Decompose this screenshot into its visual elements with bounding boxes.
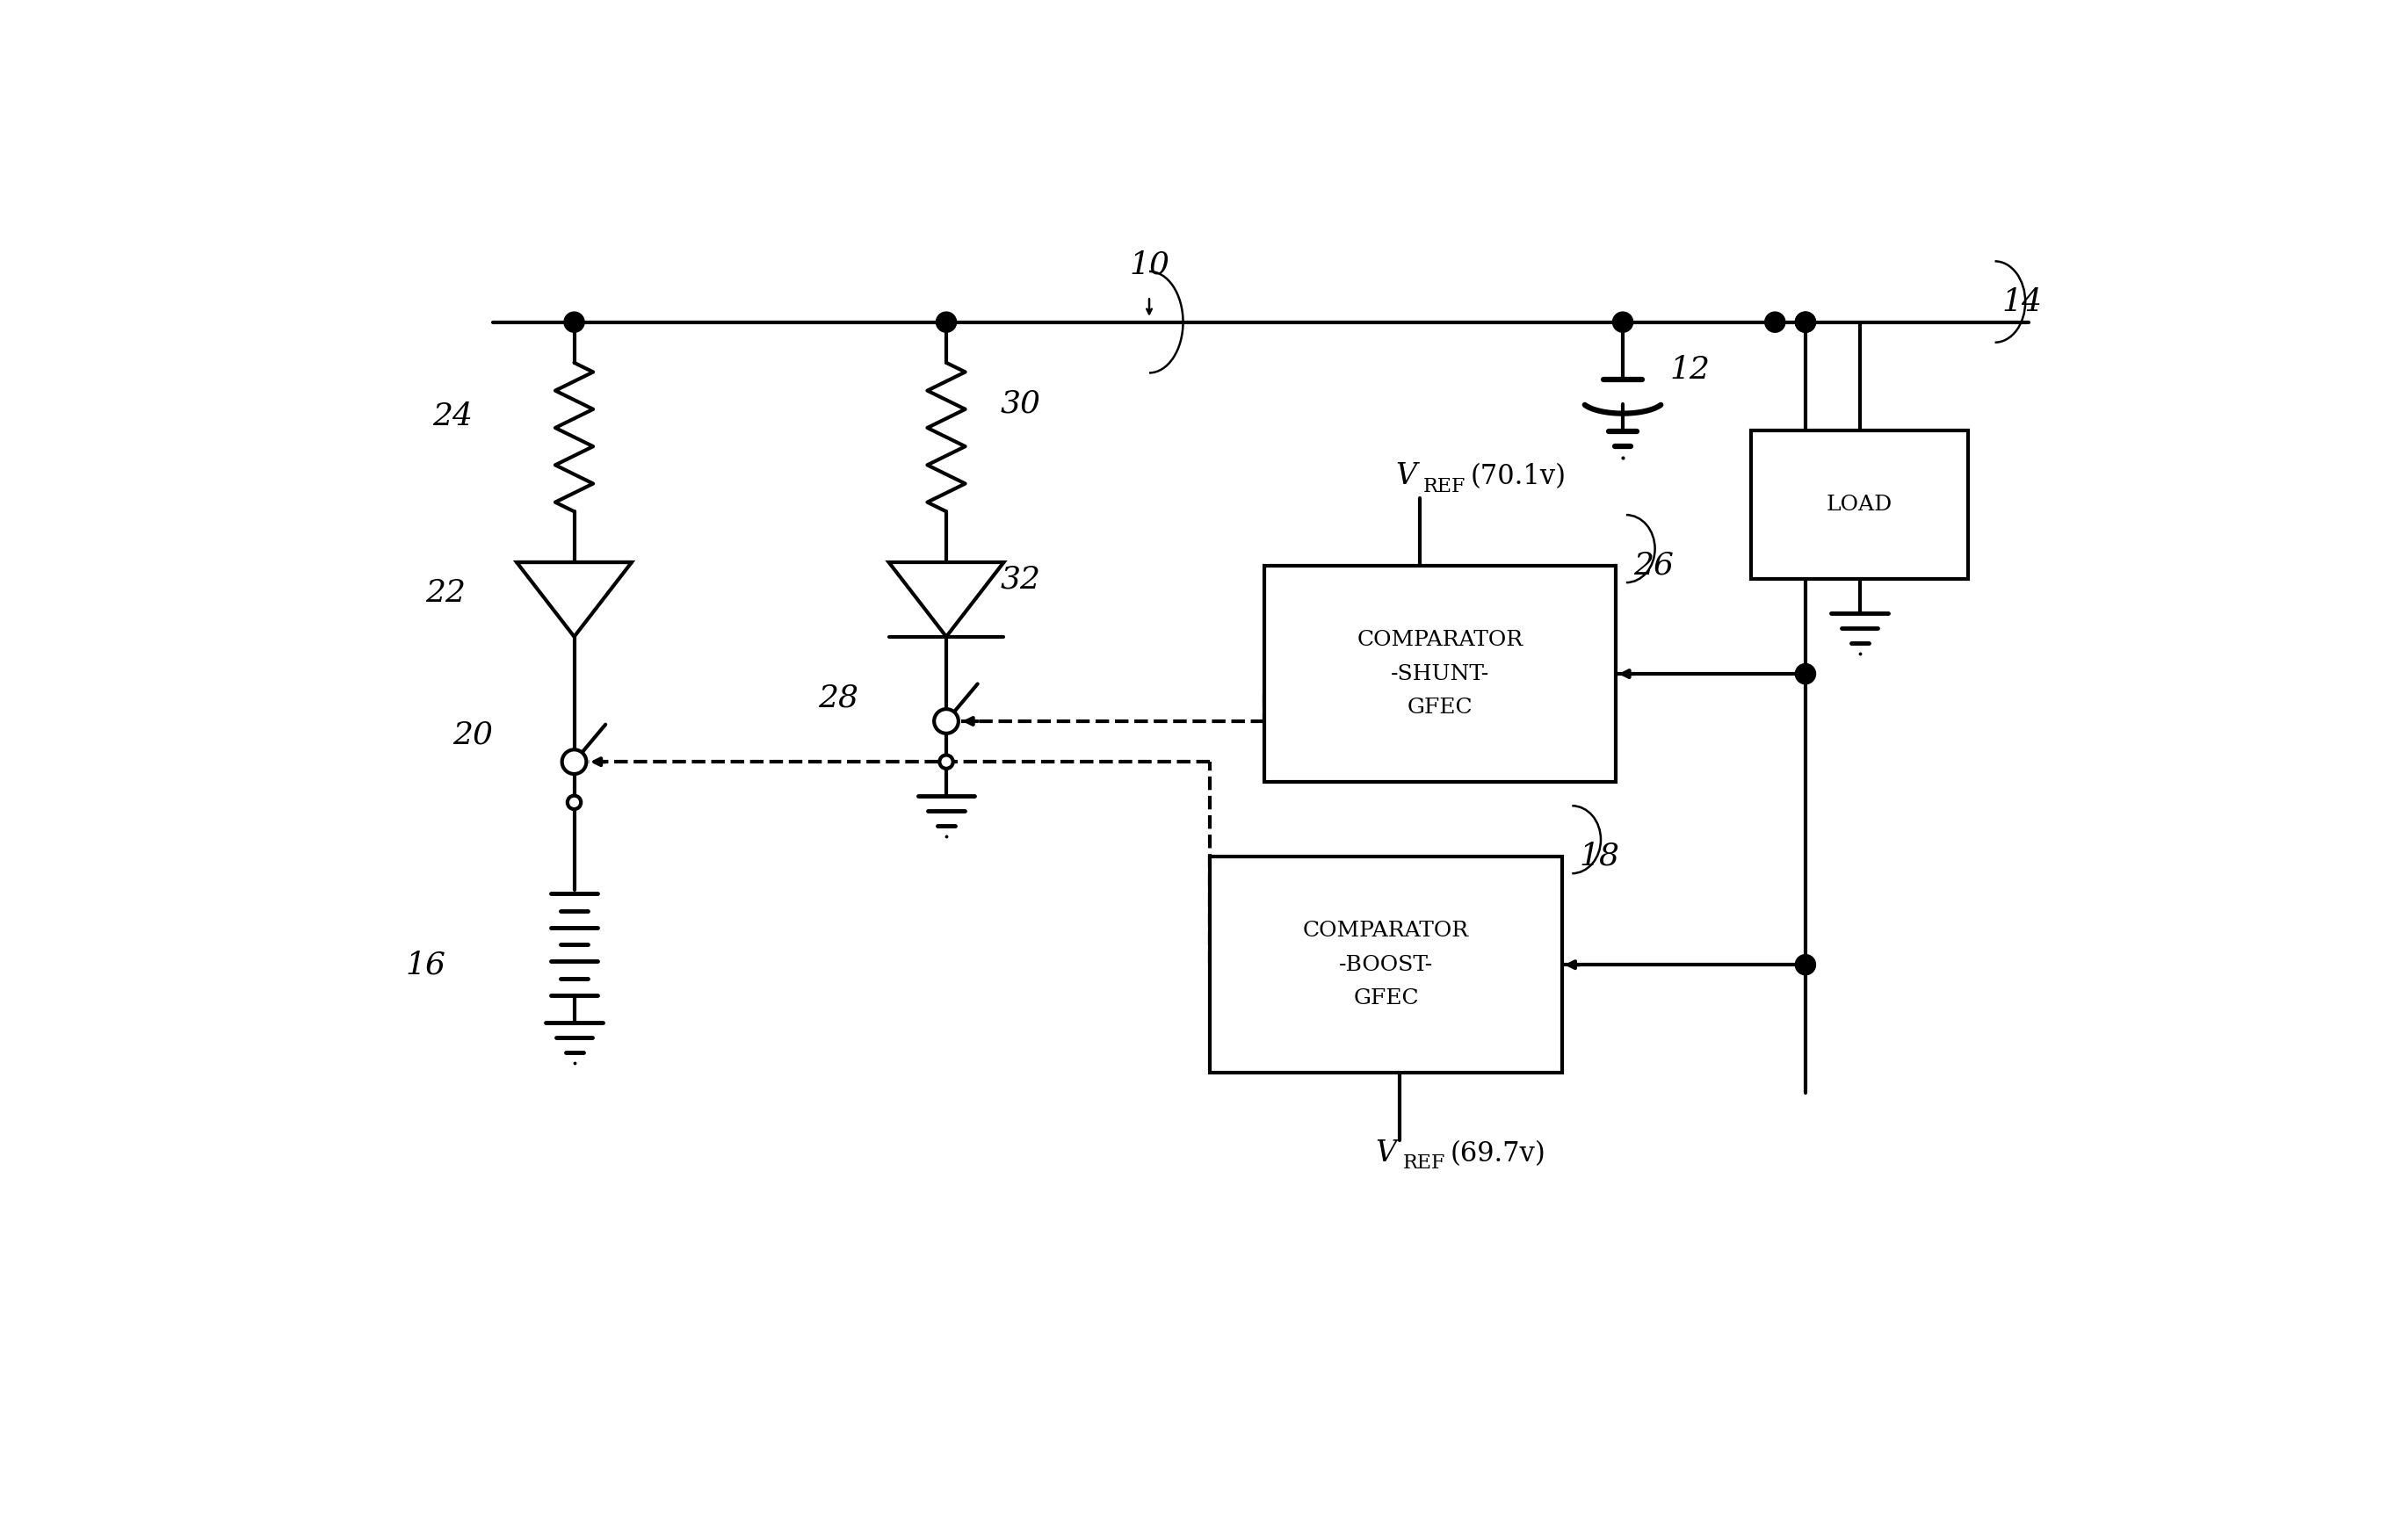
Text: COMPARATOR: COMPARATOR [1357, 630, 1524, 650]
Text: 28: 28 [817, 682, 857, 713]
FancyBboxPatch shape [1264, 565, 1617, 782]
Text: 20: 20 [452, 719, 493, 750]
Text: GFEC: GFEC [1407, 698, 1474, 718]
Circle shape [1795, 313, 1817, 333]
Text: V: V [1395, 462, 1417, 490]
Circle shape [936, 313, 957, 333]
Text: -SHUNT-: -SHUNT- [1391, 664, 1491, 684]
FancyBboxPatch shape [1210, 856, 1562, 1073]
Text: 26: 26 [1633, 551, 1674, 581]
Text: LOAD: LOAD [1826, 494, 1893, 514]
Circle shape [933, 708, 960, 733]
Circle shape [1795, 955, 1817, 975]
Text: V: V [1374, 1140, 1395, 1167]
Circle shape [562, 750, 586, 775]
Text: REF: REF [1424, 477, 1467, 496]
Text: 22: 22 [426, 578, 467, 608]
Circle shape [1764, 313, 1786, 333]
Text: (69.7v): (69.7v) [1450, 1141, 1545, 1167]
Circle shape [1795, 313, 1817, 333]
Circle shape [1612, 313, 1633, 333]
Text: 18: 18 [1579, 841, 1619, 872]
Text: 24: 24 [433, 402, 471, 431]
Text: 16: 16 [405, 950, 445, 979]
Circle shape [1795, 664, 1817, 684]
Text: 12: 12 [1669, 354, 1710, 385]
Text: GFEC: GFEC [1352, 989, 1419, 1009]
Text: REF: REF [1402, 1153, 1445, 1173]
Circle shape [564, 313, 583, 333]
Text: COMPARATOR: COMPARATOR [1302, 921, 1469, 941]
Text: 10: 10 [1129, 249, 1169, 280]
Text: 32: 32 [1000, 564, 1040, 594]
Text: 30: 30 [1000, 388, 1040, 419]
Circle shape [567, 796, 581, 808]
FancyBboxPatch shape [1752, 430, 1967, 579]
Circle shape [940, 755, 952, 768]
Text: (70.1v): (70.1v) [1471, 462, 1567, 490]
Text: 14: 14 [2002, 286, 2043, 317]
Text: -BOOST-: -BOOST- [1338, 955, 1433, 975]
